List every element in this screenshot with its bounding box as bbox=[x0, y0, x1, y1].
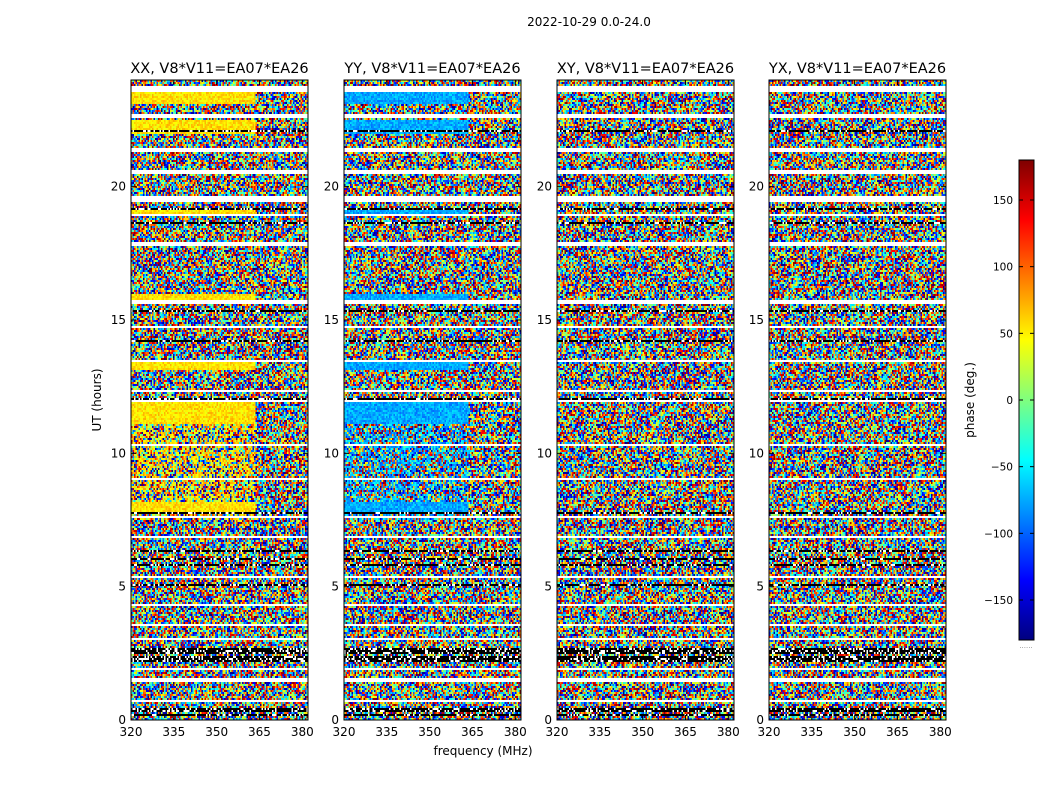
y-tick-label: 15 bbox=[537, 313, 552, 327]
y-tick-label: 10 bbox=[749, 446, 764, 460]
x-tick-label: 335 bbox=[588, 725, 611, 739]
panel-heatmap bbox=[344, 80, 521, 720]
x-tick-label: 365 bbox=[248, 725, 271, 739]
panel-title: XX, V8*V11=EA07*EA26 bbox=[130, 61, 308, 77]
colorbar-tick-label: 50 bbox=[1000, 328, 1013, 340]
colorbar-ticks: −150 −100 −50 0 50 100 150 bbox=[984, 195, 1034, 607]
x-tick-label: 380 bbox=[717, 725, 740, 739]
y-tick-label: 5 bbox=[331, 580, 339, 594]
panel-heatmap bbox=[131, 80, 308, 720]
panel-frame bbox=[556, 79, 735, 721]
panel-1: XX, V8*V11=EA07*EA26 320 335 350 365 380 0 5 10 1… bbox=[111, 61, 314, 739]
y-tick-label: 15 bbox=[111, 313, 126, 327]
panel-frame bbox=[130, 79, 309, 721]
y-tick-label: 20 bbox=[324, 180, 339, 194]
x-tick-label: 320 bbox=[333, 725, 356, 739]
panel-heatmap bbox=[557, 80, 734, 720]
x-tick-label: 320 bbox=[120, 725, 143, 739]
x-tick-label: 335 bbox=[800, 725, 823, 739]
panel-frame bbox=[343, 79, 522, 721]
y-tick-label: 10 bbox=[324, 446, 339, 460]
y-tick-label: 20 bbox=[111, 180, 126, 194]
panel-title: YY, V8*V11=EA07*EA26 bbox=[343, 61, 520, 77]
x-tick-label: 335 bbox=[162, 725, 185, 739]
y-tick-label: 15 bbox=[749, 313, 764, 327]
panel-2: YY, V8*V11=EA07*EA26 320 335 350 365 380 0 5 10 1… bbox=[324, 61, 527, 739]
y-tick-label: 15 bbox=[324, 313, 339, 327]
y-tick-label: 20 bbox=[537, 180, 552, 194]
x-tick-label: 380 bbox=[504, 725, 527, 739]
colorbar-tick-label: −150 bbox=[984, 595, 1013, 607]
x-tick-label: 365 bbox=[461, 725, 484, 739]
panel-title: XY, V8*V11=EA07*EA26 bbox=[557, 61, 734, 77]
y-tick-label: 0 bbox=[118, 713, 126, 727]
colorbar-tick-label: −50 bbox=[991, 462, 1013, 474]
x-tick-label: 365 bbox=[886, 725, 909, 739]
colorbar-label: phase (deg.) bbox=[963, 362, 977, 438]
y-tick-label: 5 bbox=[756, 580, 764, 594]
panel-title: YX, V8*V11=EA07*EA26 bbox=[768, 61, 946, 77]
x-axis-label: frequency (MHz) bbox=[433, 744, 532, 758]
colorbar-footer: ...... bbox=[1019, 642, 1032, 650]
colorbar: −150 −100 −50 0 50 100 150 phase (deg.) ...... bbox=[963, 159, 1035, 650]
y-tick-label: 10 bbox=[537, 446, 552, 460]
panel-heatmap bbox=[769, 80, 946, 720]
x-tick-label: 380 bbox=[291, 725, 314, 739]
y-tick-label: 5 bbox=[544, 580, 552, 594]
x-tick-label: 350 bbox=[418, 725, 441, 739]
x-tick-label: 350 bbox=[631, 725, 654, 739]
y-tick-label: 0 bbox=[544, 713, 552, 727]
x-tick-label: 320 bbox=[546, 725, 569, 739]
y-tick-label: 0 bbox=[331, 713, 339, 727]
x-tick-label: 380 bbox=[929, 725, 952, 739]
panel-frame bbox=[768, 79, 947, 721]
x-tick-label: 350 bbox=[843, 725, 866, 739]
y-tick-label: 20 bbox=[749, 180, 764, 194]
panels: XX, V8*V11=EA07*EA26 320 335 350 365 380 0 5 10 1… bbox=[111, 61, 952, 739]
colorbar-tick-label: 0 bbox=[1006, 395, 1013, 407]
y-axis-label: UT (hours) bbox=[90, 368, 104, 431]
panel-4: YX, V8*V11=EA07*EA26 320 335 350 365 380 0 5 10 1… bbox=[749, 61, 952, 739]
x-tick-label: 365 bbox=[674, 725, 697, 739]
y-tick-label: 5 bbox=[118, 580, 126, 594]
x-tick-label: 350 bbox=[205, 725, 228, 739]
figure-suptitle: 2022-10-29 0.0-24.0 bbox=[527, 15, 651, 29]
y-tick-label: 0 bbox=[756, 713, 764, 727]
x-tick-label: 335 bbox=[375, 725, 398, 739]
y-tick-label: 10 bbox=[111, 446, 126, 460]
colorbar-tick-label: 150 bbox=[993, 195, 1013, 207]
x-tick-label: 320 bbox=[758, 725, 781, 739]
colorbar-tick-label: −100 bbox=[984, 528, 1013, 540]
colorbar-tick-label: 100 bbox=[993, 262, 1013, 274]
panel-3: XY, V8*V11=EA07*EA26 320 335 350 365 380 0 5 10 1… bbox=[537, 61, 740, 739]
